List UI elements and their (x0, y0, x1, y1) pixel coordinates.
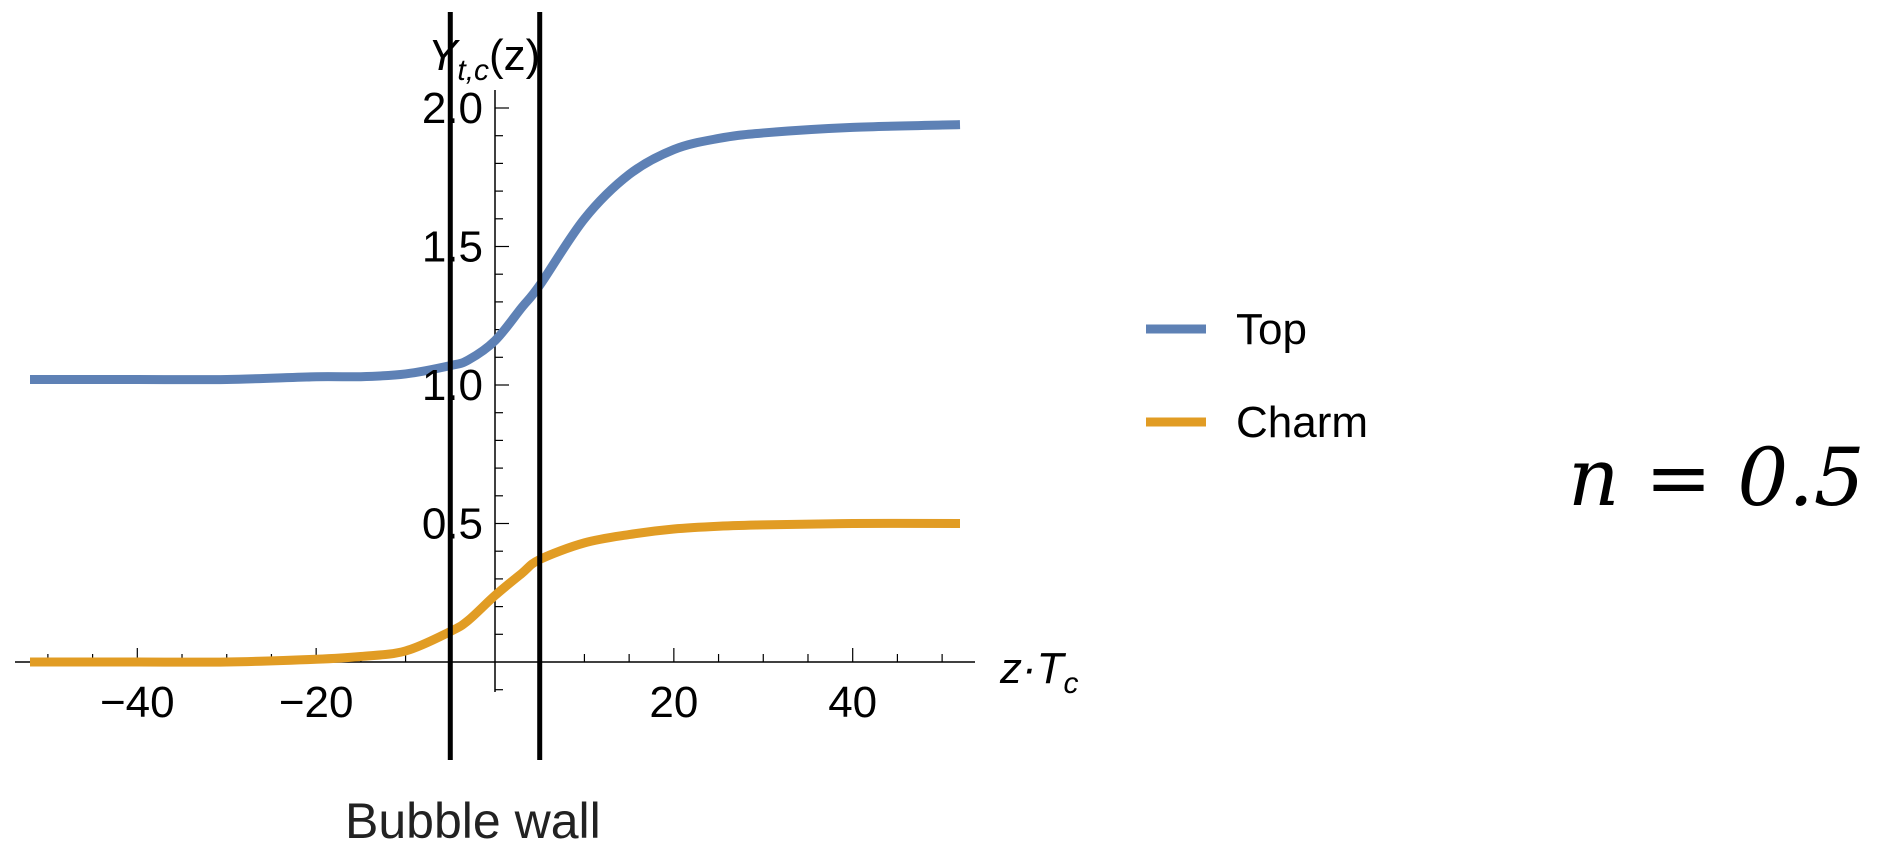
series-layer (30, 120, 961, 667)
y-tick-label: 1.5 (422, 223, 483, 272)
x-axis-title: z·Tc (999, 644, 1079, 700)
legend: Top Charm (1146, 305, 1368, 447)
legend-label-charm: Charm (1236, 398, 1368, 447)
legend-label-top: Top (1236, 305, 1307, 354)
axes (15, 90, 975, 692)
y-tick-label: 0.5 (422, 500, 483, 549)
y-axis-title: Yt,c(z) (428, 31, 540, 87)
y-tick-label: 1.0 (422, 361, 483, 410)
x-tick-label: 40 (828, 678, 877, 727)
y-tick-label: 2.0 (422, 84, 483, 133)
tick-labels: −40 −20 20 40 0.5 1.0 1.5 2.0 (100, 84, 877, 727)
n-value-label: n = 0.5 (1568, 431, 1865, 524)
bubble-wall-annotation: Bubble wall (345, 793, 601, 843)
series-line-top (30, 120, 961, 385)
x-tick-label: −20 (279, 678, 354, 727)
series-line-charm (30, 518, 961, 667)
x-tick-label: 20 (649, 678, 698, 727)
bubble-wall-lines (447, 12, 543, 760)
x-tick-label: −40 (100, 678, 175, 727)
